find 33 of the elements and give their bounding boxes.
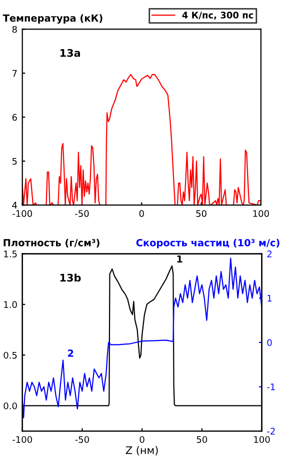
y-tick-label: 6: [12, 114, 17, 121]
y2-axis-title: Скорость частиц (10³ м/с): [136, 238, 280, 248]
y2-tick-label: -1: [267, 384, 275, 390]
x-tick-label: 100: [254, 436, 270, 443]
legend-label: 4 К/пс, 300 пс: [182, 12, 254, 20]
y-tick-label: 1.0: [4, 301, 17, 308]
y-tick-label: 0.5: [4, 352, 17, 359]
y2-tick-label: 1: [268, 294, 272, 302]
x-tick-label: 50: [196, 436, 208, 443]
y-tick-label: 1.5: [4, 250, 17, 258]
y2-tick-label: -2: [267, 428, 275, 434]
annotation: 1: [177, 255, 182, 263]
annotation: 2: [68, 350, 74, 357]
x-tick-label: 100: [253, 210, 269, 217]
x-tick-label: -100: [12, 436, 32, 443]
y-tick-label: 0.0: [4, 402, 17, 410]
x-axis-title: Z (нм): [126, 446, 158, 456]
y-axis-title: Температура (кК): [2, 14, 102, 24]
x-tick-label: -50: [75, 210, 89, 217]
x-tick-label: 0: [140, 436, 144, 443]
x-tick-label: -50: [75, 436, 89, 443]
y2-tick-label: 2: [267, 250, 272, 258]
x-tick-label: 0: [139, 210, 144, 217]
y2-tick-label: 0: [267, 339, 272, 346]
y-axis-title: Плотность (г/см³): [4, 238, 100, 248]
x-tick-label: 50: [196, 210, 206, 217]
annotation: 13b: [60, 274, 81, 282]
y-tick-label: 8: [12, 26, 17, 33]
y-tick-label: 4: [12, 202, 17, 209]
x-tick-label: -100: [12, 210, 32, 217]
y-tick-label: 5: [12, 158, 17, 165]
y-tick-label: 7: [12, 70, 17, 77]
annotation: 13a: [60, 48, 80, 57]
